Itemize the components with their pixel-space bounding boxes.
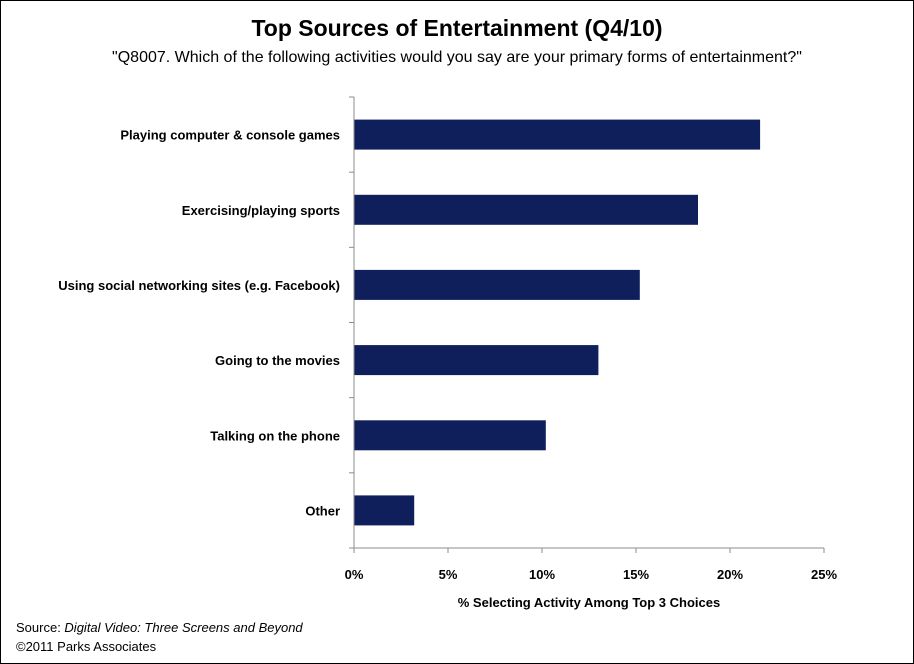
bar-2	[354, 194, 698, 225]
x-tick-label: 25%	[811, 567, 837, 582]
category-label: Playing computer & console games	[120, 128, 340, 143]
bar-6	[354, 495, 415, 526]
x-tick-label: 0%	[345, 567, 364, 582]
source-prefix: Source:	[16, 620, 65, 635]
chart-subtitle: "Q8007. Which of the following activitie…	[112, 49, 802, 66]
category-label: Using social networking sites (e.g. Face…	[58, 278, 340, 293]
source-note: Source: Digital Video: Three Screens and…	[16, 620, 303, 635]
axis-layer	[349, 96, 825, 553]
chart-title: Top Sources of Entertainment (Q4/10)	[251, 15, 663, 41]
bar-3	[354, 269, 640, 300]
x-tick-label: 20%	[717, 567, 743, 582]
category-label: Exercising/playing sports	[182, 203, 340, 218]
bar-4	[354, 345, 599, 376]
copyright-note: ©2011 Parks Associates	[16, 639, 157, 654]
x-tick-label: 5%	[439, 567, 458, 582]
category-label: Going to the movies	[215, 353, 340, 368]
x-tick-label: 15%	[623, 567, 649, 582]
source-title: Digital Video: Three Screens and Beyond	[64, 620, 303, 635]
bar-5	[354, 420, 546, 451]
labels-layer: Playing computer & console games Exercisi…	[58, 128, 837, 582]
x-tick-label: 10%	[529, 567, 555, 582]
category-label: Talking on the phone	[210, 428, 340, 443]
x-axis-title: % Selecting Activity Among Top 3 Choices	[458, 595, 720, 610]
bar-1	[354, 119, 761, 150]
category-label: Other	[305, 503, 340, 518]
bars-layer	[354, 119, 761, 526]
